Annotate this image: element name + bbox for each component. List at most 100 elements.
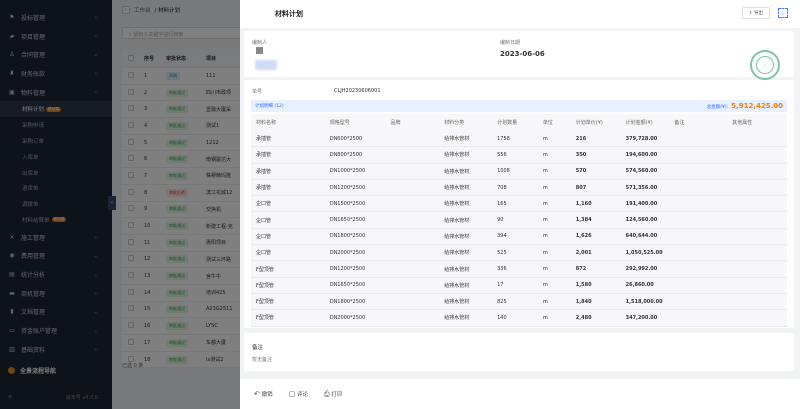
cell-spec: DN1800*2500 <box>329 298 366 305</box>
remark-value: 暂无备注 <box>252 357 273 363</box>
remark-label: 备注 <box>252 345 264 351</box>
print-button[interactable]: ⎙ 打印 <box>324 390 342 399</box>
action-label: 打印 <box>331 391 343 398</box>
creator-label: 编制人 <box>252 40 268 46</box>
cell-amount: 124,560.00 <box>625 217 658 224</box>
cell-unit: m <box>542 314 548 321</box>
cell-spec: DN1200*2500 <box>329 266 366 273</box>
cell-name: 承插管 <box>256 136 272 143</box>
collapse-sidebar-button[interactable]: ‹ <box>108 196 116 210</box>
cell-amount: 191,400.00 <box>625 200 658 207</box>
cell-spec: DN2000*2500 <box>329 249 366 256</box>
cell-amount: 571,356.00 <box>625 184 658 191</box>
cell-unit-price: 1,384 <box>575 217 592 224</box>
cell-unit-price: 1,840 <box>575 298 592 305</box>
cell-category: 给排水管材 <box>444 266 470 273</box>
cell-category: 给排水管材 <box>444 168 470 175</box>
cell-quantity: 1008 <box>497 168 510 175</box>
cell-amount: 574,560.00 <box>625 168 658 175</box>
cell-spec: DN1650*2500 <box>329 282 366 289</box>
table-row: 承插管 DN1200*2500 给排水管材 708 m 807 571,356.00 <box>251 180 787 197</box>
cell-amount: 640,644.00 <box>625 233 658 240</box>
drawer-footer: ↶ 撤销 ▢ 评论 ⎙ 打印 <box>240 379 800 409</box>
cell-amount: 292,992.00 <box>625 266 658 273</box>
cell-name: 企口管 <box>256 250 272 257</box>
cell-category: 给排水管材 <box>444 201 470 208</box>
table-row: 承插管 DN600*2500 给排水管材 1758 m 216 379,728.00 <box>251 131 787 148</box>
cell-amount: 347,200.00 <box>625 314 658 321</box>
cell-unit: m <box>542 298 548 305</box>
cell-unit: m <box>542 249 548 256</box>
cell-amount: 1,050,525.00 <box>625 249 663 256</box>
table-row: F型顶管 DN1200*2500 给排水管材 336 m 872 292,992.00 <box>251 261 787 278</box>
cell-unit-price: 2,480 <box>575 314 592 321</box>
modal-mask[interactable] <box>0 0 240 409</box>
table-row: 企口管 DN1500*2500 给排水管材 165 m 1,160 191,400.00 <box>251 196 787 213</box>
fullscreen-icon[interactable]: ⛶ <box>778 8 788 18</box>
column-header: 规格型号 <box>329 120 350 126</box>
table-row: 企口管 DN2000*2500 给排水管材 525 m 2,001 1,050,525.00 <box>251 245 787 262</box>
cell-category: 给排水管材 <box>444 250 470 257</box>
plan-detail-table: 材料名称 规格型号 品牌 材料分类 计划数量 单位 计划单价(¥) 计划金额(¥) 备注 其他属性… <box>251 114 787 327</box>
cell-quantity: 1758 <box>497 135 510 142</box>
cell-spec: DN600*2500 <box>329 135 363 142</box>
cell-unit-price: 1,626 <box>575 233 592 240</box>
cell-name: 承插管 <box>256 168 272 175</box>
undo-button[interactable]: ↶ 撤销 <box>254 390 273 398</box>
cell-amount: 194,600.00 <box>625 151 658 158</box>
cell-quantity: 336 <box>497 266 507 273</box>
cell-spec: DN1800*2500 <box>329 233 366 240</box>
date-value: 2023-06-06 <box>500 50 545 58</box>
undo-icon: ↶ <box>254 390 260 398</box>
print-icon: ⎙ <box>324 389 330 398</box>
cell-unit-price: 1,160 <box>575 200 592 207</box>
cell-name: 企口管 <box>256 233 272 240</box>
cell-unit: m <box>542 135 548 142</box>
cell-category: 给排水管材 <box>444 315 470 322</box>
cell-quantity: 825 <box>497 298 507 305</box>
export-button[interactable]: ⇪ 导出 <box>741 7 770 19</box>
comment-button[interactable]: ▢ 评论 <box>289 390 308 398</box>
plan-detail-bar: 计划明细 (12) 总金额(¥): 5,912,425.00 <box>251 100 787 112</box>
cell-name: 承插管 <box>256 152 272 159</box>
cell-amount: 1,518,000.00 <box>625 298 663 305</box>
column-header: 材料分类 <box>444 120 465 126</box>
cell-spec: DN2000*2500 <box>329 314 366 321</box>
cell-quantity: 165 <box>497 200 507 207</box>
table-row: F型顶管 DN1800*2500 给排水管材 825 m 1,840 1,518,000.0… <box>251 294 787 311</box>
column-header: 材料名称 <box>256 120 277 126</box>
table-row: 企口管 DN1650*2500 给排水管材 90 m 1,384 124,560.00 <box>251 212 787 229</box>
order-no-label: 单号 <box>252 89 263 95</box>
drawer-title: 材料计划 <box>275 10 303 18</box>
cell-category: 给排水管材 <box>444 152 470 159</box>
cell-unit: m <box>542 266 548 273</box>
remark-card: 备注 暂无备注 <box>244 333 794 371</box>
total-value: 5,912,425.00 <box>731 102 783 110</box>
cell-unit-price: 1,580 <box>575 282 592 289</box>
cell-quantity: 90 <box>497 217 504 224</box>
cell-unit: m <box>542 217 548 224</box>
cell-name: 企口管 <box>256 217 272 224</box>
cell-category: 给排水管材 <box>444 217 470 224</box>
cell-unit: m <box>542 200 548 207</box>
table-row: F型顶管 DN1650*2500 给排水管材 17 m 1,580 26,860.00 <box>251 278 787 294</box>
cell-spec: DN1500*2500 <box>329 200 366 207</box>
cell-unit: m <box>542 233 548 240</box>
cell-quantity: 556 <box>497 151 507 158</box>
column-header: 品牌 <box>390 120 401 126</box>
cell-name: F型顶管 <box>256 315 274 322</box>
cell-category: 给排水管材 <box>444 299 470 306</box>
column-header: 计划数量 <box>497 120 518 126</box>
detail-card: 单号 CLJH20230606001 计划明细 (12) 总金额(¥): 5,912… <box>244 80 794 328</box>
table-row: 承插管 DN1000*2500 给排水管材 1008 m 570 574,560.00 <box>251 164 787 180</box>
creator-name-blurred <box>255 60 277 70</box>
cell-unit-price: 216 <box>575 135 587 142</box>
column-header: 计划金额(¥) <box>625 120 653 126</box>
cell-spec: DN800*2500 <box>329 151 363 158</box>
cell-name: F型顶管 <box>256 266 274 273</box>
comment-icon: ▢ <box>288 390 296 398</box>
table-row: 企口管 DN1800*2500 给排水管材 394 m 1,626 640,644.00 <box>251 229 787 246</box>
cell-spec: DN1200*2500 <box>329 184 366 191</box>
cell-name: 企口管 <box>256 201 272 208</box>
cell-name: F型顶管 <box>256 282 274 289</box>
